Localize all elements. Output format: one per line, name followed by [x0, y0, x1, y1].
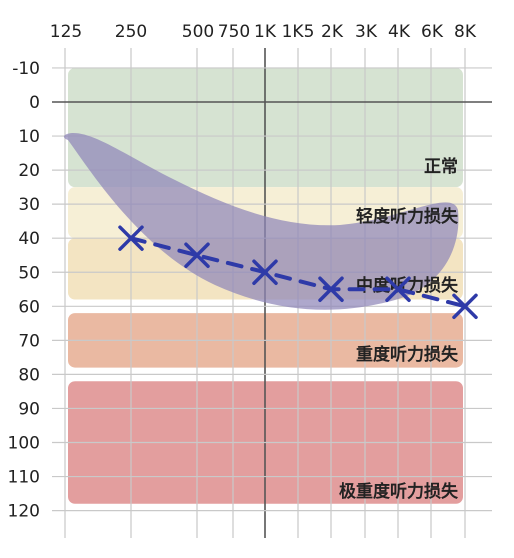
- data-point-250: [118, 225, 144, 251]
- x-tick-1K5: 1K5: [282, 22, 315, 42]
- y-tick-30: 30: [18, 195, 40, 215]
- x-tick-500: 500: [182, 22, 214, 42]
- data-point-4K: [385, 276, 411, 303]
- hearing-threshold-series: [118, 225, 478, 320]
- y-tick-40: 40: [18, 229, 40, 249]
- y-tick-110: 110: [8, 468, 40, 488]
- speech-banana: [63, 132, 459, 310]
- y-tick-90: 90: [18, 399, 40, 419]
- y-tick-80: 80: [18, 365, 40, 385]
- x-tick-250: 250: [115, 22, 147, 42]
- y-tick-10: 10: [18, 127, 40, 147]
- y-tick-120: 120: [8, 502, 40, 522]
- y-tick-50: 50: [18, 263, 40, 283]
- series-line-0: [129, 236, 467, 309]
- band-label-0: 正常: [424, 156, 458, 177]
- x-tick-4K: 4K: [388, 22, 411, 42]
- y-tick-20: 20: [18, 161, 40, 181]
- y-tick-60: 60: [18, 297, 40, 317]
- data-point-1K: [252, 259, 278, 285]
- y-tick--10: -10: [12, 59, 40, 79]
- band-label-4: 极重度听力损失: [339, 481, 459, 502]
- band-label-3: 重度听力损失: [356, 344, 459, 365]
- x-tick-125: 125: [50, 22, 82, 42]
- x-tick-6K: 6K: [421, 22, 444, 42]
- y-tick-0: 0: [29, 93, 40, 113]
- data-point-2K: [318, 276, 344, 303]
- data-point-500: [184, 242, 210, 268]
- data-point-8K: [452, 293, 478, 320]
- x-tick-750: 750: [218, 22, 250, 42]
- y-tick-100: 100: [8, 434, 40, 454]
- x-tick-8K: 8K: [454, 22, 477, 42]
- x-tick-labels: 125 250 500 750 1K 1K5 2K 3K 4K 6K 8K: [50, 22, 477, 42]
- x-tick-1K: 1K: [254, 22, 277, 42]
- x-tick-3K: 3K: [355, 22, 378, 42]
- band-label-1: 轻度听力损失: [356, 206, 459, 227]
- y-tick-70: 70: [18, 331, 40, 351]
- x-tick-2K: 2K: [321, 22, 344, 42]
- y-tick-labels: -10 0 10 20 30 40 50 60 70 80 90 100 110 120: [8, 59, 40, 522]
